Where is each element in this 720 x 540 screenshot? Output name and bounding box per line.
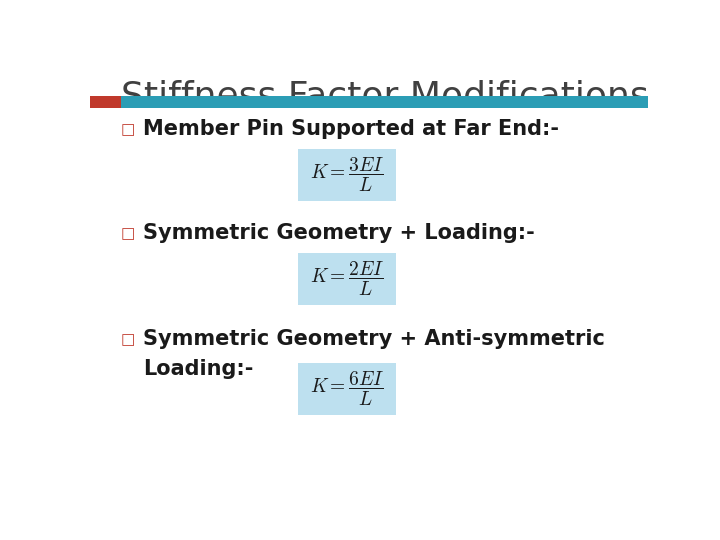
FancyBboxPatch shape: [298, 149, 395, 201]
Text: $K = \dfrac{3EI}{L}$: $K = \dfrac{3EI}{L}$: [310, 156, 384, 194]
FancyBboxPatch shape: [90, 96, 121, 109]
Text: Symmetric Geometry + Loading:-: Symmetric Geometry + Loading:-: [143, 223, 535, 243]
Text: Loading:-: Loading:-: [143, 359, 253, 379]
Text: $K = \dfrac{6EI}{L}$: $K = \dfrac{6EI}{L}$: [310, 370, 384, 408]
Text: Symmetric Geometry + Anti-symmetric: Symmetric Geometry + Anti-symmetric: [143, 329, 605, 349]
Text: □: □: [121, 332, 135, 347]
FancyBboxPatch shape: [298, 253, 395, 305]
Text: Stiffness Factor Modifications: Stiffness Factor Modifications: [121, 79, 649, 113]
FancyBboxPatch shape: [298, 363, 395, 415]
Text: □: □: [121, 226, 135, 241]
Text: $K = \dfrac{2EI}{L}$: $K = \dfrac{2EI}{L}$: [310, 260, 384, 298]
FancyBboxPatch shape: [121, 96, 648, 109]
Text: Member Pin Supported at Far End:-: Member Pin Supported at Far End:-: [143, 119, 559, 139]
Text: □: □: [121, 122, 135, 137]
